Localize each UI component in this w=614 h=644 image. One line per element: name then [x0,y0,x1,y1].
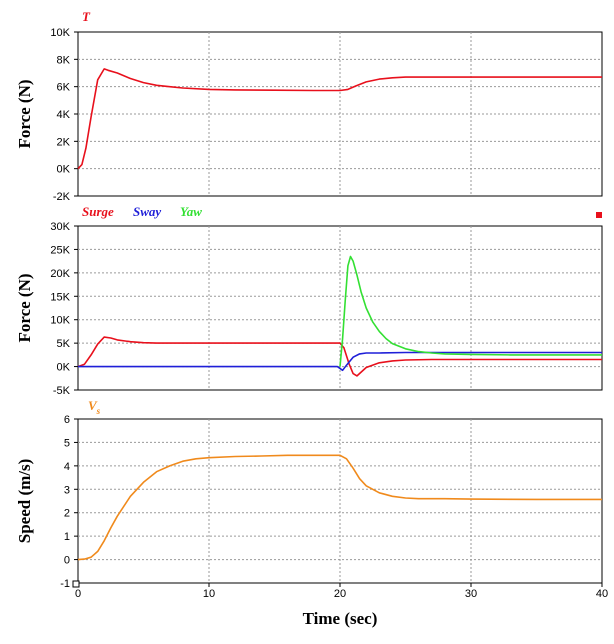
series-line-sway [78,351,602,372]
legend-vs-sub: s [96,406,101,416]
y-tick-label: 10K [50,315,70,327]
y-tick-label: 4K [57,109,71,121]
y-axis-label-speed: Speed (m/s) [15,459,34,544]
series-line-t [77,68,602,170]
series-forces [77,255,602,377]
legend-yaw: Yaw [180,204,202,219]
y-tick-label: 4 [64,461,70,473]
x-tick-label: 30 [465,588,477,600]
origin-marker [72,580,80,588]
series-thrust [77,68,602,170]
y-tick-label: 5 [64,437,70,449]
legend-vs: Vs [88,398,101,416]
y-tick-label: 30K [50,221,70,233]
x-ticks-speed: 0 10 20 30 40 [75,583,608,600]
y-tick-label: 20K [50,268,70,280]
x-axis-label: Time (sec) [303,609,378,628]
corner-marker [596,212,602,218]
y-tick-label: 0 [64,555,70,567]
y-axis-label-forces: Force (N) [15,273,34,342]
grid-speed [78,419,602,583]
series-speed [77,454,602,561]
series-line-yaw [339,255,602,367]
y-ticks-speed: -1 0 1 2 3 4 5 6 [60,414,78,590]
y-tick-label: 8K [57,54,71,66]
legend-t: T [82,9,91,24]
legend-vs-main: V [88,398,98,413]
y-tick-label: 25K [50,244,70,256]
y-tick-label: 5K [57,338,71,350]
y-tick-label: 2 [64,508,70,520]
y-ticks-thrust: -2K 0K 2K 4K 6K 8K 10K [50,27,78,203]
panel-speed: -1 0 1 2 3 4 5 6 0 10 20 30 40 Speed (m/s) Vs Time … [15,398,608,628]
x-tick-label: 0 [75,588,81,600]
legend-sway: Sway [133,204,161,219]
panel-forces: -5K 0K 5K 10K 15K 20K 25K 30K Force (N) Surge S… [15,204,603,397]
legend-surge: Surge [82,204,114,219]
series-line-surge [77,336,602,377]
y-tick-label: 6K [57,82,71,94]
y-tick-label: 1 [64,531,70,543]
series-line-vs [77,454,602,561]
grid-thrust [78,32,602,196]
y-tick-label: 15K [50,291,70,303]
y-tick-label: -2K [53,191,71,203]
x-tick-label: 40 [596,588,608,600]
y-tick-label: 0K [57,362,71,374]
y-axis-label-thrust: Force (N) [15,79,34,148]
y-tick-label: 3 [64,484,70,496]
y-tick-label: -1 [60,578,70,590]
y-tick-label: 0K [57,164,71,176]
y-tick-label: 2K [57,136,71,148]
y-tick-label: -5K [53,385,71,397]
y-tick-label: 10K [50,27,70,39]
x-tick-label: 10 [203,588,215,600]
panel-thrust: -2K 0K 2K 4K 6K 8K 10K Force (N) T [15,9,603,203]
y-ticks-forces: -5K 0K 5K 10K 15K 20K 25K 30K [50,221,78,397]
x-tick-label: 20 [334,588,346,600]
y-tick-label: 6 [64,414,70,426]
